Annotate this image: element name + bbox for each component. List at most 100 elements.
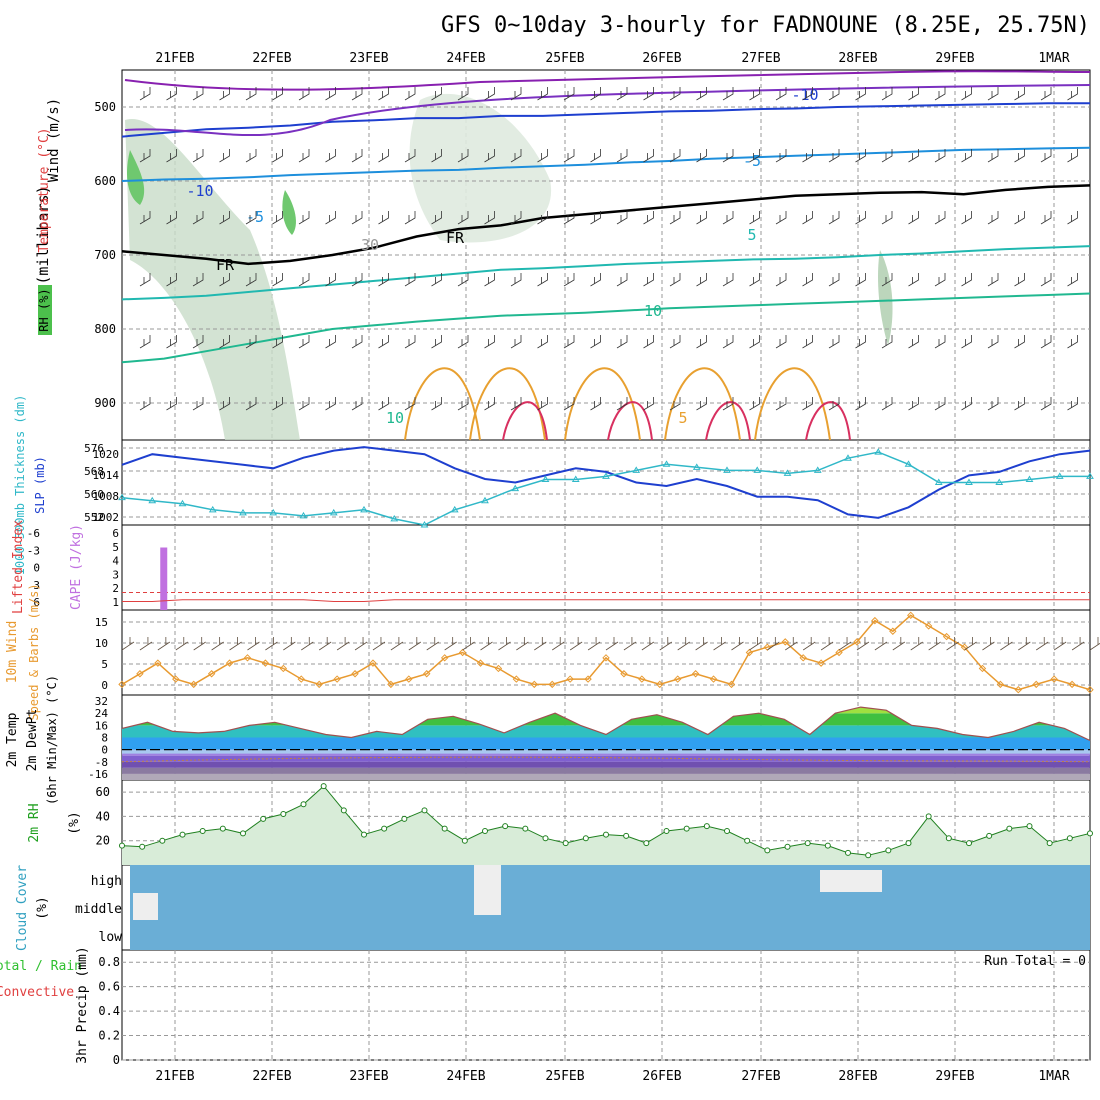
thickness-marker (450, 505, 459, 513)
wind-speed-marker (458, 648, 467, 657)
cloud-cover-block (820, 870, 882, 892)
upper-wind-barb (855, 335, 866, 349)
contour-label: 10 (386, 409, 404, 427)
upper-wind-barb (431, 273, 442, 287)
wind-speed-marker (727, 680, 736, 689)
cloud-tick-label: high (91, 874, 122, 889)
upper-wind-barb (1014, 211, 1025, 225)
date-label-top: 28FEB (838, 51, 877, 66)
cape-tick-label: 3 (112, 568, 119, 581)
wind-barb (516, 637, 529, 651)
wind-speed-marker (172, 675, 180, 683)
upper-wind-barb (669, 273, 681, 287)
wind-barb (587, 637, 601, 651)
upper-wind-barb (431, 211, 442, 225)
wind-barb (838, 637, 852, 651)
thickness-marker (360, 505, 368, 513)
upper-wind-barb (298, 335, 310, 349)
date-label-top: 22FEB (252, 51, 291, 66)
upper-wind-barb (484, 273, 495, 287)
upper-wind-barb (908, 149, 919, 163)
wind-speed-marker (476, 659, 485, 667)
upper-wind-barb (166, 211, 177, 225)
upper-wind-barb (245, 335, 257, 349)
contour-label: 5 (747, 226, 756, 244)
upper-wind-barb (325, 397, 336, 411)
precip-tick-label: 0 (113, 1053, 120, 1067)
rh-marker (784, 843, 791, 850)
rh-area (122, 786, 1090, 865)
wind-speed-marker (781, 638, 789, 646)
rh-marker (139, 843, 146, 850)
wind-speed-marker (907, 611, 915, 620)
rh-marker (683, 825, 690, 832)
wind-barb (444, 637, 457, 651)
upper-wind-barb (722, 149, 734, 163)
wind-speed-marker (763, 643, 772, 651)
date-label-top: 26FEB (642, 51, 681, 66)
rh-marker (845, 849, 851, 856)
rh-marker (179, 831, 186, 838)
wind-barb (982, 637, 995, 651)
wind-speed-marker (709, 675, 718, 683)
upper-wind-barb (722, 335, 734, 349)
wind-speed-marker (261, 659, 270, 667)
upper-wind-barb (1014, 335, 1025, 349)
wind-barb (856, 637, 870, 651)
upper-wind-barb (987, 335, 999, 349)
temp-cold-band (122, 773, 1090, 780)
upper-wind-barb (351, 335, 363, 349)
rh-marker (340, 807, 347, 814)
upper-wind-barb (166, 397, 177, 411)
upper-wind-barb (431, 149, 442, 163)
upper-wind-barb (219, 149, 230, 163)
wind-speed-marker (279, 664, 288, 673)
upper-wind-barb (1067, 211, 1078, 225)
rh-marker (502, 823, 509, 830)
upper-wind-barb (166, 273, 177, 287)
wind-speed-marker (297, 675, 305, 683)
rh-marker (119, 842, 125, 849)
rh-marker (159, 837, 166, 844)
rh-marker (361, 831, 367, 838)
wind-speed-marker (745, 648, 754, 657)
rh-marker (482, 828, 488, 834)
wind-speed-marker (530, 680, 539, 689)
wind-speed-marker (440, 654, 449, 662)
upper-wind-barb (987, 397, 999, 411)
rh-marker (643, 840, 650, 847)
wind-speed-marker (978, 664, 987, 673)
wind-barb (229, 637, 242, 651)
wind-barb (157, 637, 171, 651)
thickness-marker (934, 478, 943, 485)
rh-marker (724, 828, 730, 834)
wind-barb (318, 637, 332, 651)
upper-wind-barb (934, 87, 946, 101)
upper-wind-barb (192, 87, 204, 101)
upper-wind-barb (245, 149, 257, 163)
upper-wind-barb (616, 397, 628, 411)
li-tick-label: 6 (33, 596, 40, 609)
upper-wind-barb (510, 87, 522, 101)
upper-rh-axis-label: RH (%) (37, 288, 51, 331)
wind-speed-marker (817, 659, 825, 667)
upper-wind-barb (1014, 87, 1025, 101)
cape-bar (160, 547, 168, 610)
thickness-line (121, 451, 1090, 526)
upper-wind-barb (272, 273, 283, 287)
thickness-tick-label: 576 (84, 442, 104, 455)
wind-speed-marker (548, 680, 556, 689)
thickness-marker (632, 466, 641, 473)
thickness-marker (420, 521, 429, 528)
rh-marker (461, 837, 468, 844)
upper-wind-barb (802, 397, 813, 411)
slp-tick-label: 1014 (93, 469, 120, 482)
upper-wind-barb (1067, 273, 1078, 287)
upper-wind-barb (855, 273, 866, 287)
upper-wind-barb (537, 211, 548, 225)
wind-speed-marker (620, 670, 628, 678)
temp-minmax-axis-label: (6hr Min/Max) (°C) (45, 675, 59, 805)
upper-wind-barb (219, 335, 230, 349)
rh-axis-label: 2m RH (27, 803, 42, 842)
upper-wind-barb (166, 87, 177, 101)
